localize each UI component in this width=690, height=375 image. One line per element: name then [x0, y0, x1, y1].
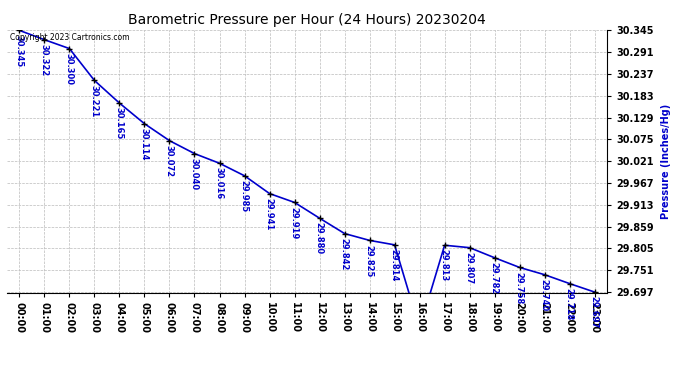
- Text: 29.985: 29.985: [239, 180, 248, 212]
- Text: 29.740: 29.740: [540, 279, 549, 311]
- Text: 30.165: 30.165: [115, 107, 124, 140]
- Text: 29.842: 29.842: [339, 238, 348, 270]
- Text: 29.814: 29.814: [390, 249, 399, 281]
- Text: Copyright 2023 Cartronics.com: Copyright 2023 Cartronics.com: [10, 33, 130, 42]
- Text: 30.040: 30.040: [190, 158, 199, 190]
- Text: 30.114: 30.114: [139, 128, 148, 160]
- Text: 30.016: 30.016: [215, 167, 224, 200]
- Text: 29.718: 29.718: [565, 288, 574, 320]
- Text: 29.941: 29.941: [265, 198, 274, 230]
- Text: 29.825: 29.825: [365, 244, 374, 277]
- Text: 29.880: 29.880: [315, 222, 324, 255]
- Text: 29.782: 29.782: [490, 262, 499, 294]
- Text: 29.807: 29.807: [465, 252, 474, 284]
- Title: Barometric Pressure per Hour (24 Hours) 20230204: Barometric Pressure per Hour (24 Hours) …: [128, 13, 486, 27]
- Text: 29.758: 29.758: [515, 272, 524, 304]
- Text: 29.813: 29.813: [440, 249, 449, 282]
- Y-axis label: Pressure (Inches/Hg): Pressure (Inches/Hg): [661, 104, 671, 219]
- Text: 30.072: 30.072: [165, 145, 174, 177]
- Text: 29.919: 29.919: [290, 207, 299, 239]
- Text: 30.322: 30.322: [39, 44, 48, 76]
- Text: 29.607: 29.607: [0, 374, 1, 375]
- Text: 30.300: 30.300: [65, 53, 74, 85]
- Text: 30.221: 30.221: [90, 85, 99, 117]
- Text: 30.345: 30.345: [14, 34, 23, 67]
- Text: 29.697: 29.697: [590, 296, 599, 328]
